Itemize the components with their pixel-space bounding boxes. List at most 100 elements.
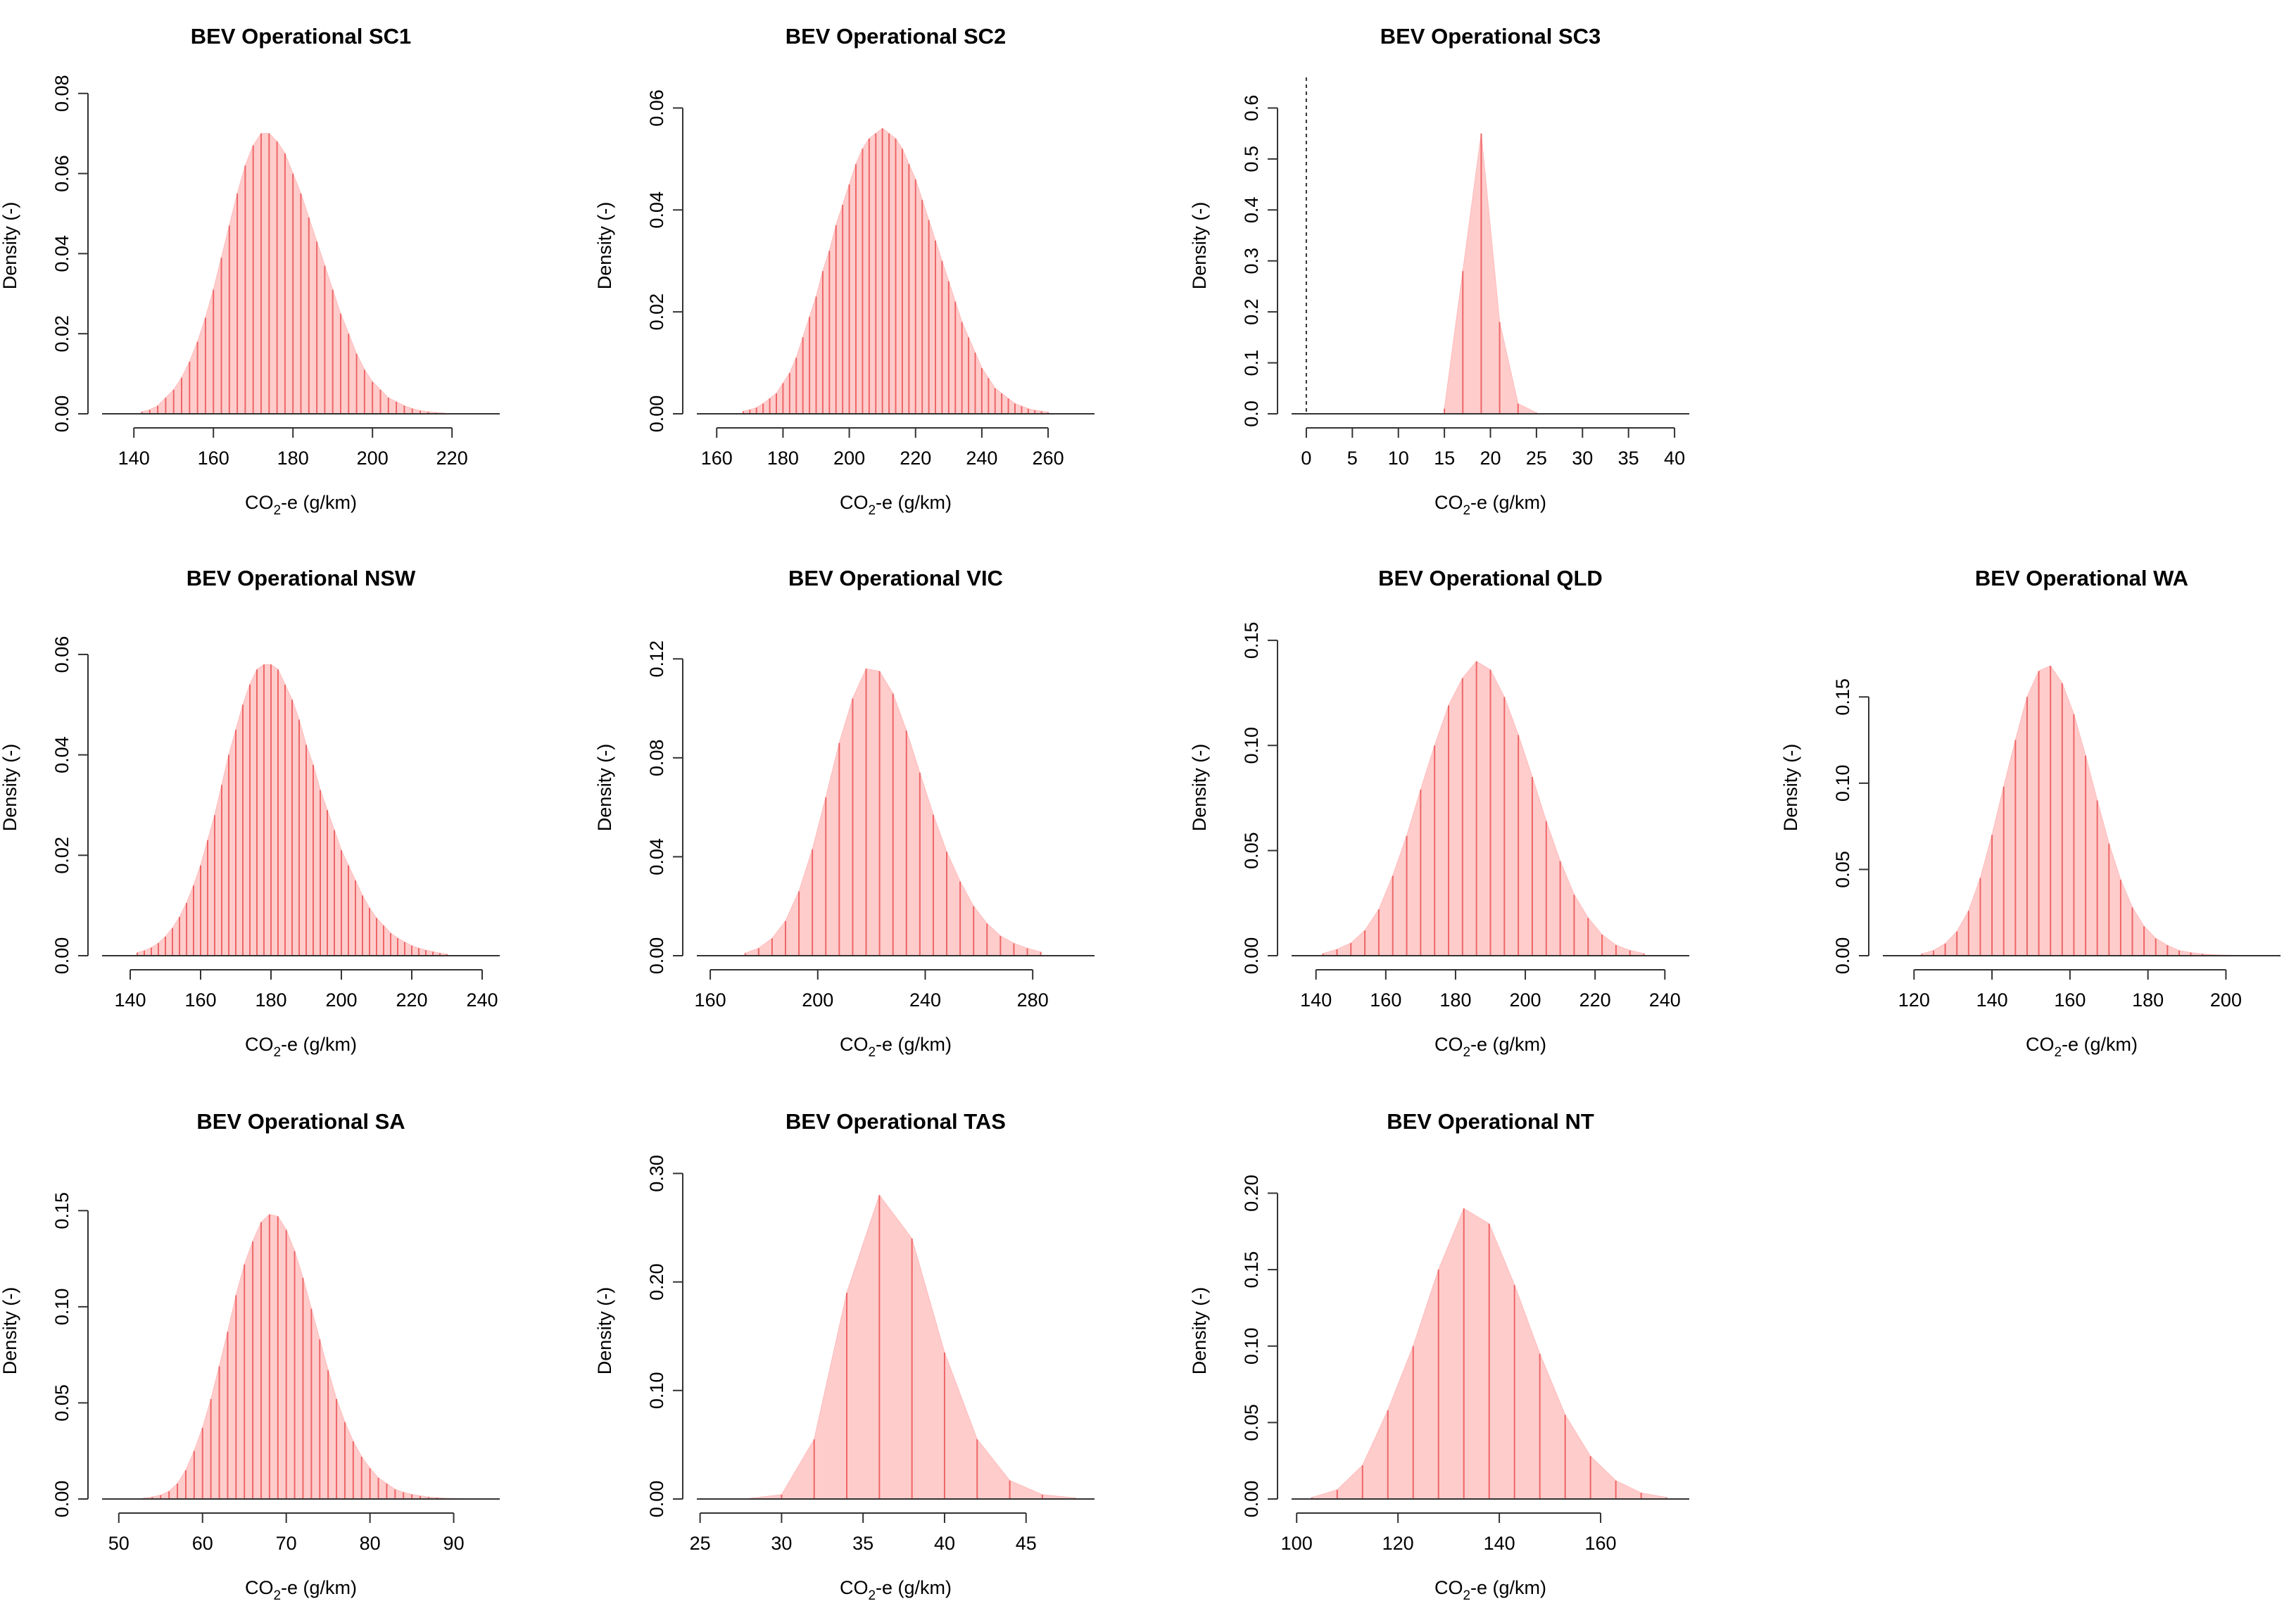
y-tick-label: 0.1 <box>1241 350 1262 377</box>
x-tick-label: 220 <box>900 448 931 469</box>
histogram-panel: BEV Operational SC3 0 5 10 15 20 25 30 35 40 CO2-e… <box>1189 24 1689 518</box>
x-tick-label: 140 <box>1976 989 2008 1011</box>
x-tick-label: 220 <box>436 448 468 469</box>
density-area <box>1323 661 1645 956</box>
x-axis-label: CO2-e (g/km) <box>2026 1034 2138 1060</box>
x-tick-label: 45 <box>1016 1533 1037 1554</box>
x-tick-label: 50 <box>108 1533 130 1554</box>
x-tick-label: 35 <box>852 1533 873 1554</box>
x-axis-label: CO2-e (g/km) <box>840 492 952 518</box>
x-tick-label: 70 <box>276 1533 297 1554</box>
y-tick-label: 0.10 <box>1241 727 1262 764</box>
x-tick-label: 60 <box>192 1533 213 1554</box>
histogram-panel: BEV Operational SC2 160 180 200 220 240 260 CO2… <box>594 24 1095 518</box>
y-axis-label: Density (-) <box>594 1287 615 1375</box>
x-tick-label: 140 <box>118 448 150 469</box>
y-tick-label: 0.06 <box>51 155 72 192</box>
y-tick-label: 0.10 <box>51 1289 72 1326</box>
histogram-panel: BEV Operational WA 120 140 160 180 200 CO2-e (… <box>1780 566 2281 1060</box>
x-tick-label: 180 <box>767 448 799 469</box>
x-tick-label: 160 <box>695 989 726 1011</box>
y-tick-label: 0.00 <box>1832 937 1853 975</box>
chart-title: BEV Operational SA <box>196 1109 405 1134</box>
x-tick-label: 120 <box>1382 1533 1414 1554</box>
x-tick-label: 200 <box>833 448 865 469</box>
x-tick-label: 200 <box>802 989 833 1011</box>
x-tick-label: 180 <box>277 448 309 469</box>
x-axis-label: CO2-e (g/km) <box>1434 1034 1546 1060</box>
y-axis-label: Density (-) <box>1189 1287 1210 1375</box>
y-tick-label: 0.20 <box>1241 1175 1262 1212</box>
y-tick-label: 0.00 <box>1241 937 1262 975</box>
x-tick-label: 180 <box>1439 989 1471 1011</box>
x-tick-label: 200 <box>325 989 357 1011</box>
y-axis-label: Density (-) <box>0 1287 20 1375</box>
x-tick-label: 40 <box>1664 448 1685 469</box>
x-axis-label: CO2-e (g/km) <box>840 1577 952 1603</box>
chart-title: BEV Operational SC3 <box>1380 24 1601 49</box>
y-tick-label: 0.04 <box>646 191 667 229</box>
y-tick-label: 0.04 <box>646 838 667 875</box>
x-tick-label: 10 <box>1388 448 1409 469</box>
x-axis-label: CO2-e (g/km) <box>245 492 357 518</box>
chart-title: BEV Operational VIC <box>788 566 1003 590</box>
density-area <box>1444 133 1537 415</box>
y-tick-label: 0.00 <box>646 1481 667 1518</box>
x-axis-label: CO2-e (g/km) <box>245 1034 357 1060</box>
x-tick-label: 120 <box>1898 989 1930 1011</box>
x-axis-label: CO2-e (g/km) <box>1434 492 1546 518</box>
x-tick-label: 160 <box>1585 1533 1617 1554</box>
x-tick-label: 200 <box>1510 989 1541 1011</box>
histogram-panel: BEV Operational NT 100 120 140 160 CO2-e (g/k… <box>1189 1109 1689 1603</box>
histogram-panel: BEV Operational QLD 140 160 180 200 220 240 CO2… <box>1189 566 1689 1060</box>
x-tick-label: 90 <box>443 1533 465 1554</box>
chart-title: BEV Operational QLD <box>1378 566 1603 590</box>
x-tick-label: 30 <box>771 1533 792 1554</box>
y-tick-label: 0.00 <box>51 937 72 975</box>
y-tick-label: 0.3 <box>1241 248 1262 274</box>
y-tick-label: 0.02 <box>51 315 72 353</box>
x-axis-label: CO2-e (g/km) <box>840 1034 952 1060</box>
y-axis-label: Density (-) <box>1189 202 1210 290</box>
chart-title: BEV Operational SC2 <box>786 24 1007 49</box>
x-tick-label: 100 <box>1281 1533 1313 1554</box>
x-tick-label: 240 <box>909 989 941 1011</box>
y-tick-label: 0.12 <box>646 640 667 678</box>
x-tick-label: 200 <box>2210 989 2242 1011</box>
x-tick-label: 25 <box>1526 448 1547 469</box>
x-tick-label: 80 <box>360 1533 381 1554</box>
x-tick-label: 30 <box>1572 448 1593 469</box>
x-tick-label: 160 <box>1370 989 1401 1011</box>
y-tick-label: 0.08 <box>51 75 72 112</box>
y-tick-label: 0.00 <box>51 1481 72 1518</box>
histogram-panel: BEV Operational TAS 25 30 35 40 45 CO2-e (g/km… <box>594 1109 1095 1603</box>
y-tick-label: 0.5 <box>1241 146 1262 172</box>
x-tick-label: 15 <box>1434 448 1455 469</box>
histogram-panel: BEV Operational SC1 140 160 180 200 220 CO2-e … <box>0 24 500 518</box>
x-tick-label: 20 <box>1480 448 1501 469</box>
x-tick-label: 260 <box>1033 448 1064 469</box>
y-tick-label: 0.05 <box>51 1384 72 1422</box>
chart-title: BEV Operational NSW <box>187 566 416 590</box>
x-tick-label: 240 <box>1649 989 1681 1011</box>
x-tick-label: 140 <box>114 989 146 1011</box>
y-tick-label: 0.10 <box>1832 765 1853 802</box>
y-tick-label: 0.10 <box>1241 1327 1262 1365</box>
y-axis-label: Density (-) <box>594 744 615 832</box>
x-tick-label: 160 <box>198 448 229 469</box>
x-tick-label: 220 <box>1579 989 1611 1011</box>
chart-title: BEV Operational SC1 <box>191 24 412 49</box>
y-tick-label: 0.05 <box>1832 851 1853 888</box>
y-tick-label: 0.30 <box>646 1155 667 1192</box>
x-tick-label: 5 <box>1347 448 1358 469</box>
y-tick-label: 0.15 <box>51 1192 72 1229</box>
x-tick-label: 140 <box>1300 989 1332 1011</box>
x-tick-label: 280 <box>1017 989 1049 1011</box>
y-tick-label: 0.2 <box>1241 298 1262 325</box>
y-tick-label: 0.02 <box>646 293 667 331</box>
y-tick-label: 0.00 <box>51 396 72 433</box>
y-axis-label: Density (-) <box>0 202 20 290</box>
chart-title: BEV Operational WA <box>1975 566 2188 590</box>
chart-title: BEV Operational NT <box>1387 1109 1594 1134</box>
